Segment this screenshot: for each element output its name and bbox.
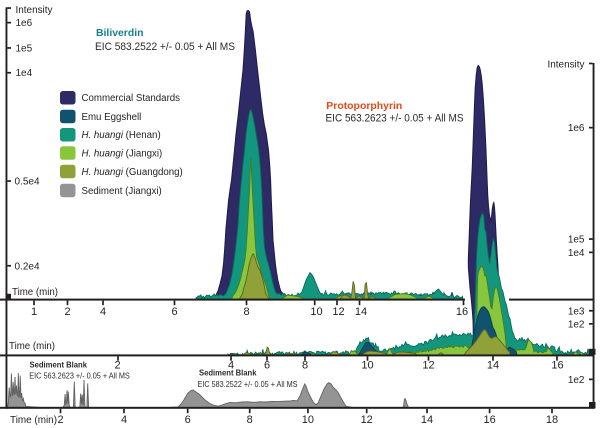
svg-text:EIC 563.2623 +/- 0.05 + All MS: EIC 563.2623 +/- 0.05 + All MS [29, 371, 130, 380]
svg-text:14: 14 [487, 360, 499, 372]
svg-text:6: 6 [264, 360, 270, 372]
svg-text:Commercial Standards: Commercial Standards [82, 93, 181, 104]
svg-text:0.5e4: 0.5e4 [15, 177, 40, 188]
svg-text:12: 12 [332, 306, 344, 318]
svg-text:1: 1 [31, 306, 37, 318]
svg-text:0.2e4: 0.2e4 [15, 262, 40, 273]
svg-text:1e4: 1e4 [568, 248, 585, 259]
svg-text:H. huangi (Henan): H. huangi (Henan) [82, 130, 161, 141]
svg-text:18: 18 [546, 414, 558, 426]
svg-text:6: 6 [171, 306, 177, 318]
svg-text:Emu Eggshell: Emu Eggshell [82, 112, 142, 123]
svg-text:Sediment (Jiangxi): Sediment (Jiangxi) [82, 186, 162, 197]
svg-text:EIC 583.2522 +/- 0.05 + All MS: EIC 583.2522 +/- 0.05 + All MS [198, 380, 298, 389]
svg-text:1e4: 1e4 [16, 68, 33, 79]
svg-text:1e3: 1e3 [568, 306, 585, 317]
svg-text:4: 4 [121, 414, 127, 426]
svg-text:EIC 563.2623 +/- 0.05 + All MS: EIC 563.2623 +/- 0.05 + All MS [326, 112, 464, 124]
svg-text:Intensity: Intensity [548, 60, 585, 71]
svg-text:2: 2 [114, 360, 120, 372]
svg-text:14: 14 [421, 414, 433, 426]
svg-text:16: 16 [483, 414, 495, 426]
svg-text:8: 8 [243, 306, 249, 318]
svg-text:1e6: 1e6 [16, 18, 33, 29]
svg-text:Sediment Blank: Sediment Blank [199, 368, 257, 378]
svg-text:1e5: 1e5 [568, 234, 585, 245]
svg-text:H. huangi (Jiangxi): H. huangi (Jiangxi) [82, 149, 163, 160]
svg-text:Sediment Blank: Sediment Blank [30, 360, 88, 370]
svg-text:16: 16 [456, 306, 468, 318]
svg-text:1e5: 1e5 [16, 43, 33, 54]
svg-text:4: 4 [228, 360, 234, 372]
svg-text:12: 12 [361, 414, 373, 426]
svg-text:Time (min): Time (min) [10, 415, 57, 426]
svg-text:16: 16 [551, 360, 563, 372]
svg-text:1e2: 1e2 [568, 319, 585, 330]
svg-text:12: 12 [422, 360, 434, 372]
svg-text:1e2: 1e2 [568, 375, 585, 386]
svg-text:14: 14 [355, 306, 367, 318]
svg-text:10: 10 [302, 414, 314, 426]
svg-text:EIC 583.2522 +/- 0.05 + All MS: EIC 583.2522 +/- 0.05 + All MS [95, 41, 235, 53]
svg-text:Biliverdin: Biliverdin [96, 28, 144, 39]
svg-text:Time (min): Time (min) [12, 287, 58, 298]
svg-text:Intensity: Intensity [16, 5, 53, 16]
svg-text:H. huangi (Guangdong): H. huangi (Guangdong) [82, 167, 183, 178]
svg-text:8: 8 [302, 360, 308, 372]
svg-text:Protoporphyrin: Protoporphyrin [326, 101, 402, 112]
svg-text:10: 10 [361, 360, 373, 372]
svg-text:10: 10 [310, 306, 322, 318]
svg-text:6: 6 [185, 414, 191, 426]
svg-text:4: 4 [100, 306, 106, 318]
svg-text:2: 2 [57, 414, 63, 426]
svg-text:2: 2 [64, 306, 70, 318]
svg-text:8: 8 [247, 414, 253, 426]
svg-text:Time (min): Time (min) [9, 341, 55, 352]
svg-text:1e6: 1e6 [568, 123, 585, 134]
